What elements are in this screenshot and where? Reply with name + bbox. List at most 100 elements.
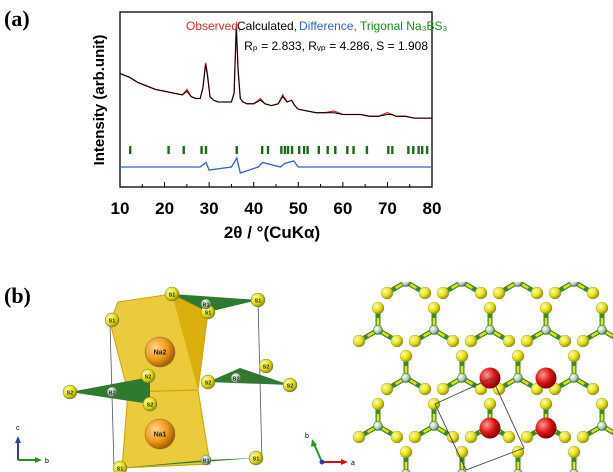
series-line-difference [120,156,432,174]
sulfur-atom [446,334,460,348]
sodium-atom [144,418,176,450]
bragg-reflection-mark [346,146,349,154]
sulfur-atom [258,358,274,374]
x-tick-label: 30 [200,199,219,218]
bragg-reflection-mark [167,146,170,154]
x-axis-label: 2θ / °(CuKα) [224,223,320,242]
sulfur-atom [483,301,497,315]
x-tick-label: 60 [333,199,352,218]
x-tick-label: 20 [155,199,174,218]
x-tick-labels: 10 20 30 40 50 60 70 80 [111,199,442,218]
bragg-reflection-mark [266,146,270,154]
boron-atom [513,282,523,287]
sulfur-atom [352,334,366,348]
bragg-reflection-mark [387,146,390,154]
boron-atom [200,298,212,310]
y-axis-label: Intensity (arb.unit) [91,35,108,166]
bragg-reflection-mark [425,146,429,154]
atom-label: S1 [205,311,212,317]
bragg-reflection-mark [297,146,301,154]
atom-label: B1 [202,459,209,465]
boron-atom [200,454,212,466]
atom-label: S2 [147,403,154,409]
x-tick-label: 40 [244,199,263,218]
sulfur-atom [390,334,404,348]
axis-origin [319,459,325,465]
sulfur-atom [380,286,394,300]
atom-label: S2 [287,384,294,390]
sulfur-atom [511,349,525,363]
boron-atom [429,421,439,431]
c-axis-label: c [16,425,20,432]
x-tick-label: 10 [111,199,130,218]
boron-atom [569,282,579,287]
b-axis-label-right: b [305,433,309,440]
boron-atom [485,325,495,335]
x-tick-label: 70 [378,199,397,218]
boron-atom [106,386,118,398]
atom-label: S1 [169,293,176,299]
series-line-calculated [119,27,432,119]
bragg-reflection-mark [420,146,424,154]
sulfur-atom [502,430,516,444]
sulfur-atom [595,397,609,411]
boron-atom [541,325,551,335]
sulfur-atom [558,334,572,348]
sodium-atom [479,417,501,439]
bragg-reflection-mark [235,146,238,154]
sulfur-atom [427,301,441,315]
bragg-reflection-mark [129,146,132,154]
boron-atom [457,373,467,383]
legend-observed: Observed, [186,19,241,33]
sulfur-atom [164,286,180,302]
sulfur-atom [455,349,469,363]
a-axis-arrowhead-right [341,459,348,465]
atom-label: S1 [255,299,262,305]
right-atoms-layer [352,282,609,472]
bragg-reflection-mark [260,146,264,154]
bragg-reflection-mark [334,146,337,154]
plot-frame [119,11,433,188]
tick-mark-layer [119,182,433,187]
boron-atom [401,469,411,472]
sulfur-atom [548,286,562,300]
crystal-structure-figure: S1 S1 S1 S1 B1 Na2 S2 S2 S2 S2 S2 S2 B2 B2 Na1 S1 S1 B1 c… [15,282,613,472]
boron-atom [513,373,523,383]
panel-b-label: (b) [4,283,31,308]
bragg-reflection-mark [317,146,320,154]
sulfur-atom [474,286,488,300]
atom-label: S2 [205,381,212,387]
sulfur-atom [390,430,404,444]
bs3-top [172,294,258,312]
bragg-reflection-mark [365,146,369,154]
boron-atom [401,282,411,287]
bragg-reflection-mark [290,146,294,154]
xrd-pattern-chart: 10 20 30 40 50 60 70 80 Observed, Calculated, D… [91,11,447,242]
axis-indicator-right: b a [305,433,355,467]
boron-atom [230,372,242,384]
sulfur-atom [464,430,478,444]
sulfur-atom [140,368,156,384]
sulfur-atom [464,334,478,348]
sulfur-atom [436,382,450,396]
sulfur-atom [371,397,385,411]
right-structure [352,282,613,472]
b-axis-arrowhead-right [311,439,317,447]
bragg-reflection-mark [302,146,306,154]
bs3-mid-right [208,368,290,385]
bragg-reflection-mark [286,146,290,154]
boron-atom [373,325,383,335]
sulfur-atom [586,286,600,300]
cell-edge [257,299,263,463]
boron-atom [429,325,439,335]
atom-label: Na1 [154,432,167,439]
x-tick-label: 50 [289,199,308,218]
sulfur-atom [250,292,266,308]
sulfur-atom [567,349,581,363]
bragg-reflection-mark [204,146,208,154]
sulfur-atom [558,430,572,444]
sulfur-atom [530,286,544,300]
boron-atom [401,373,411,383]
na-face-dark [172,294,208,390]
atom-label: S2 [67,391,74,397]
